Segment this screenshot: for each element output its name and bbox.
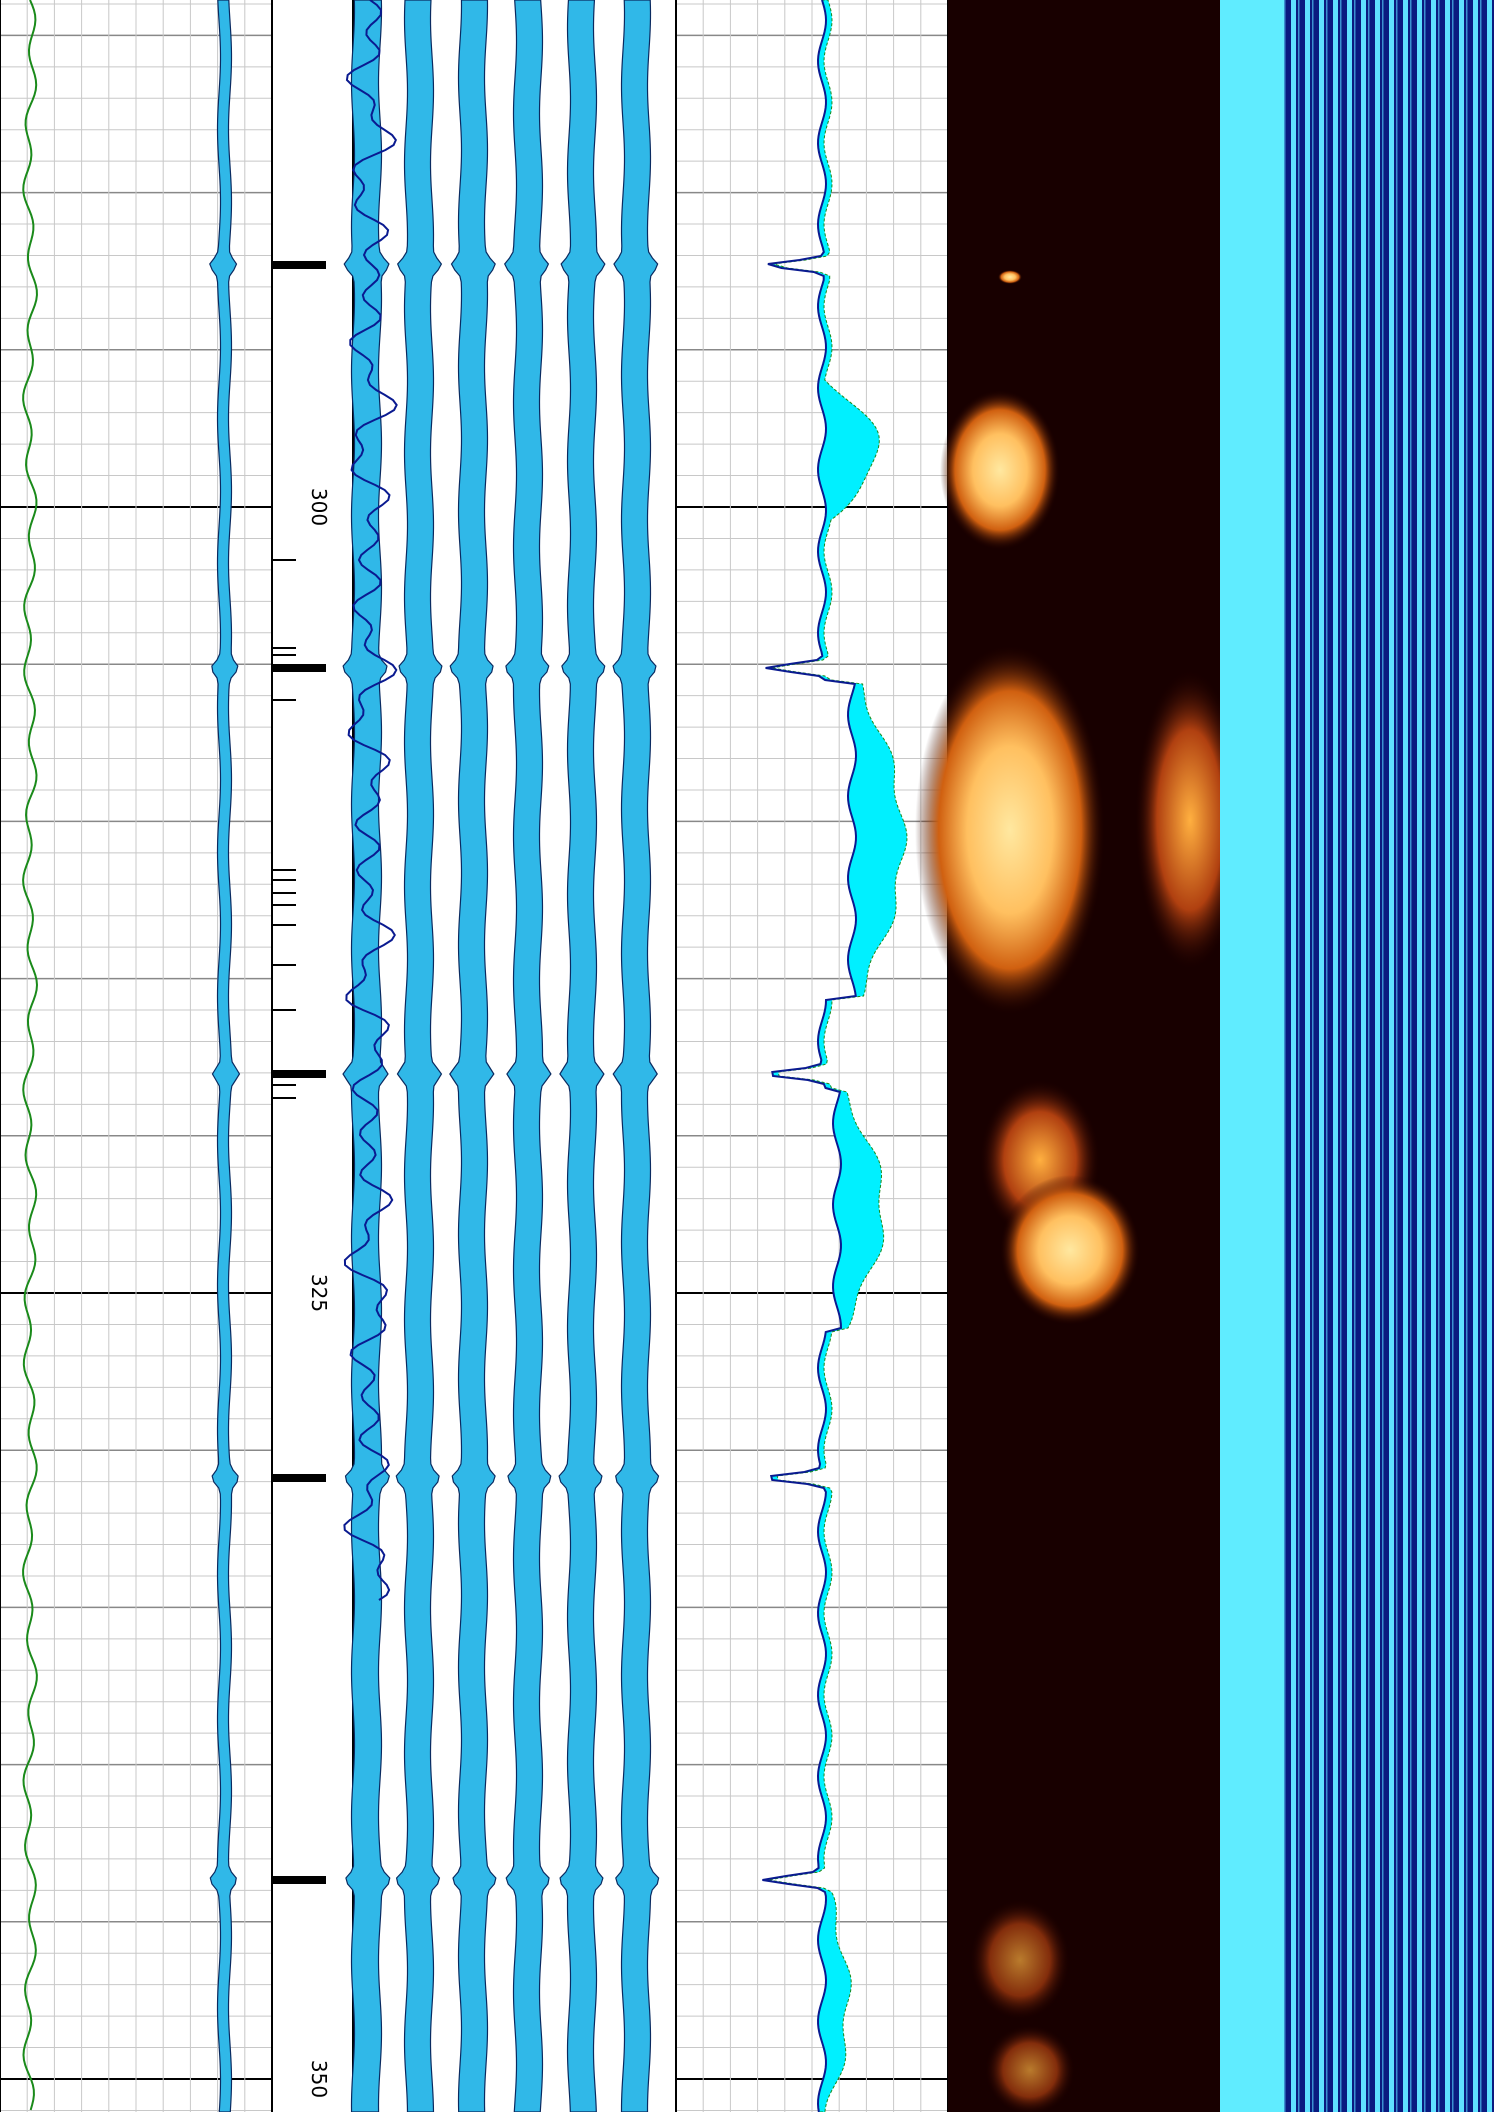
waveform-track	[1284, 0, 1494, 2112]
collar-mark	[272, 261, 326, 269]
band	[449, 0, 497, 2112]
collar-mark	[272, 664, 326, 672]
image-track	[948, 0, 1220, 2112]
band	[558, 0, 606, 2112]
collar-mark	[272, 1070, 326, 1078]
cyan-band	[1220, 0, 1284, 2112]
band	[395, 0, 443, 2112]
band	[342, 0, 391, 2112]
curve	[343, 0, 398, 1601]
curve	[762, 0, 857, 2112]
collar-mark	[272, 1876, 326, 1884]
fill-area	[762, 0, 908, 2112]
depth-labels: 300 325 350	[307, 488, 331, 2098]
depth-label: 350	[307, 2060, 331, 2098]
depth-label: 300	[307, 488, 331, 526]
band	[209, 0, 241, 2112]
band	[503, 0, 552, 2112]
collar-mark	[272, 1474, 326, 1482]
depth-label: 325	[307, 1274, 331, 1312]
curves	[22, 0, 908, 2112]
curve	[22, 0, 38, 2111]
image-blobs	[915, 270, 1245, 2112]
band	[612, 0, 660, 2112]
